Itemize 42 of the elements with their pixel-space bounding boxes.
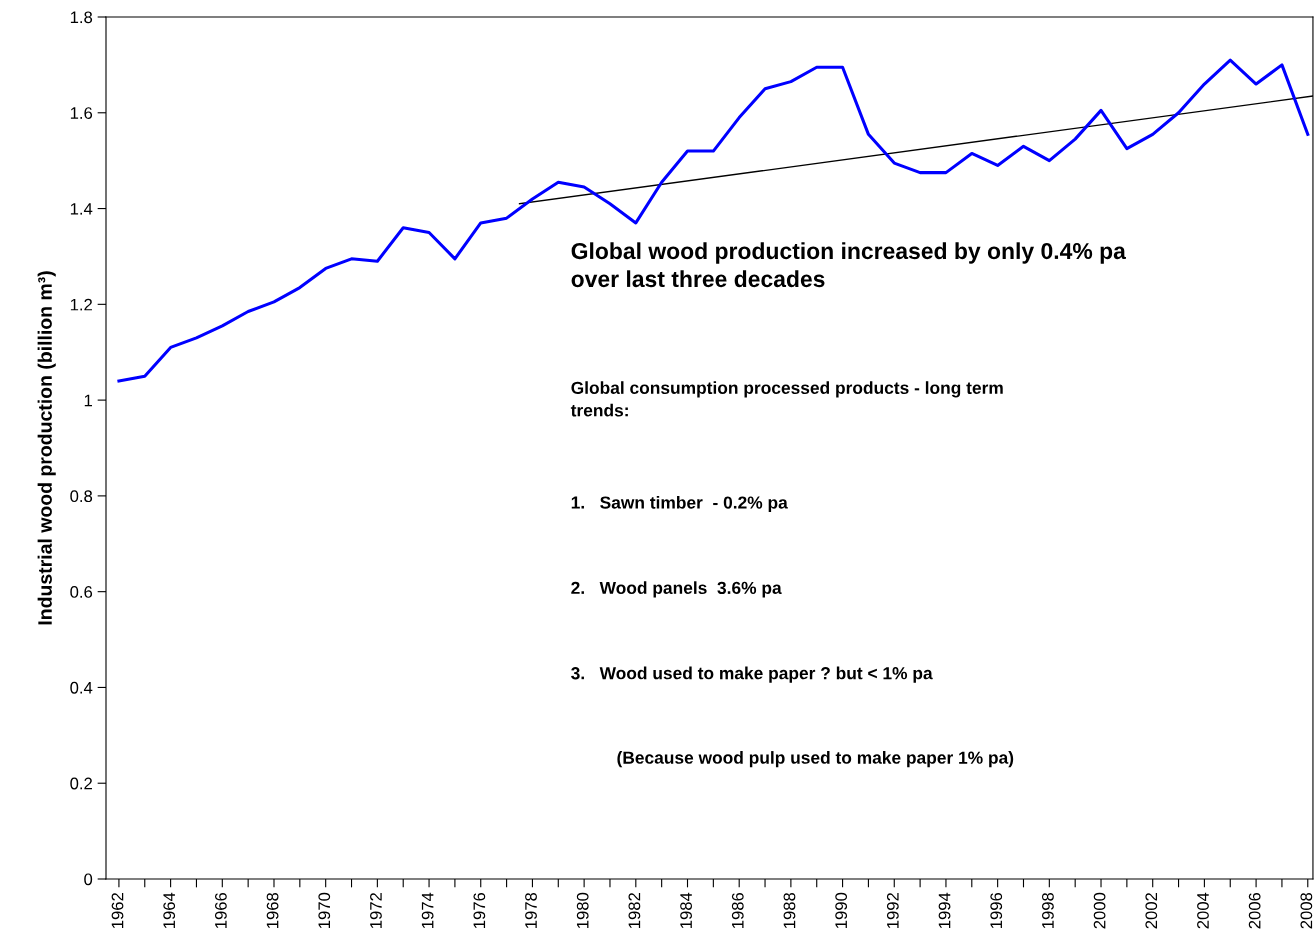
- y-axis-title: Industrial wood production (billion m³): [37, 271, 56, 625]
- x-tick-label: 1972: [370, 893, 382, 928]
- y-tick-label: 0.6: [70, 586, 93, 598]
- x-tick-label: 1978: [525, 892, 537, 928]
- x-tick-label: 1992: [886, 893, 899, 928]
- x-tick-label: 1996: [990, 892, 1003, 928]
- y-tick-label: 1.6: [70, 107, 93, 119]
- x-tick-label: 2002: [1145, 893, 1158, 929]
- x-tick-label: 1988: [783, 892, 796, 928]
- annotation: Global consumption processed products - long term trends:: [570, 381, 1003, 417]
- x-tick-label: 1968: [266, 892, 279, 928]
- x-tick-label: 1994: [938, 892, 951, 928]
- x-tick-label: 1962: [111, 893, 124, 928]
- y-tick-label: 0.2: [70, 777, 92, 790]
- x-tick-label: 1966: [214, 892, 227, 928]
- x-tick-label: 1974: [421, 892, 434, 928]
- y-tick-label: 1.8: [70, 11, 93, 24]
- line-series: [117, 58, 1310, 383]
- y-tick-label: 1: [84, 394, 92, 407]
- x-tick-label: 1980: [576, 892, 589, 928]
- annotation: 1. Sawn timber - 0.2% pa: [571, 495, 788, 513]
- annotation: Global wood production increased by only 0.4% pa over last three decades: [571, 242, 1126, 288]
- x-tick-label: 1970: [318, 892, 331, 928]
- x-tick-label: 1984: [680, 892, 692, 928]
- y-tick-label: 0.8: [70, 490, 93, 503]
- annotation: (Because wood pulp used to make paper 1% pa): [617, 751, 1014, 768]
- y-tick-label: 0.4: [70, 681, 93, 694]
- x-tick-label: 1982: [628, 893, 641, 928]
- x-tick-label: 2004: [1197, 892, 1209, 929]
- x-tick-label: 1998: [1042, 892, 1054, 928]
- x-tick-label: 1990: [835, 892, 848, 928]
- x-tick-label: 2000: [1093, 892, 1106, 929]
- y-tick-label: 0: [84, 873, 93, 886]
- x-tick-label: 1986: [731, 892, 744, 928]
- annotation: 3. Wood used to make paper ? but < 1% pa: [571, 666, 933, 683]
- annotation: 2. Wood panels 3.6% pa: [571, 581, 782, 598]
- x-tick-label: 1976: [473, 892, 486, 928]
- y-tick-label: 1.4: [70, 203, 93, 215]
- x-tick-label: 1964: [163, 892, 176, 928]
- y-tick-label: 1.2: [70, 298, 92, 311]
- x-tick-label: 2008: [1300, 892, 1313, 929]
- x-tick-label: 2006: [1248, 892, 1261, 929]
